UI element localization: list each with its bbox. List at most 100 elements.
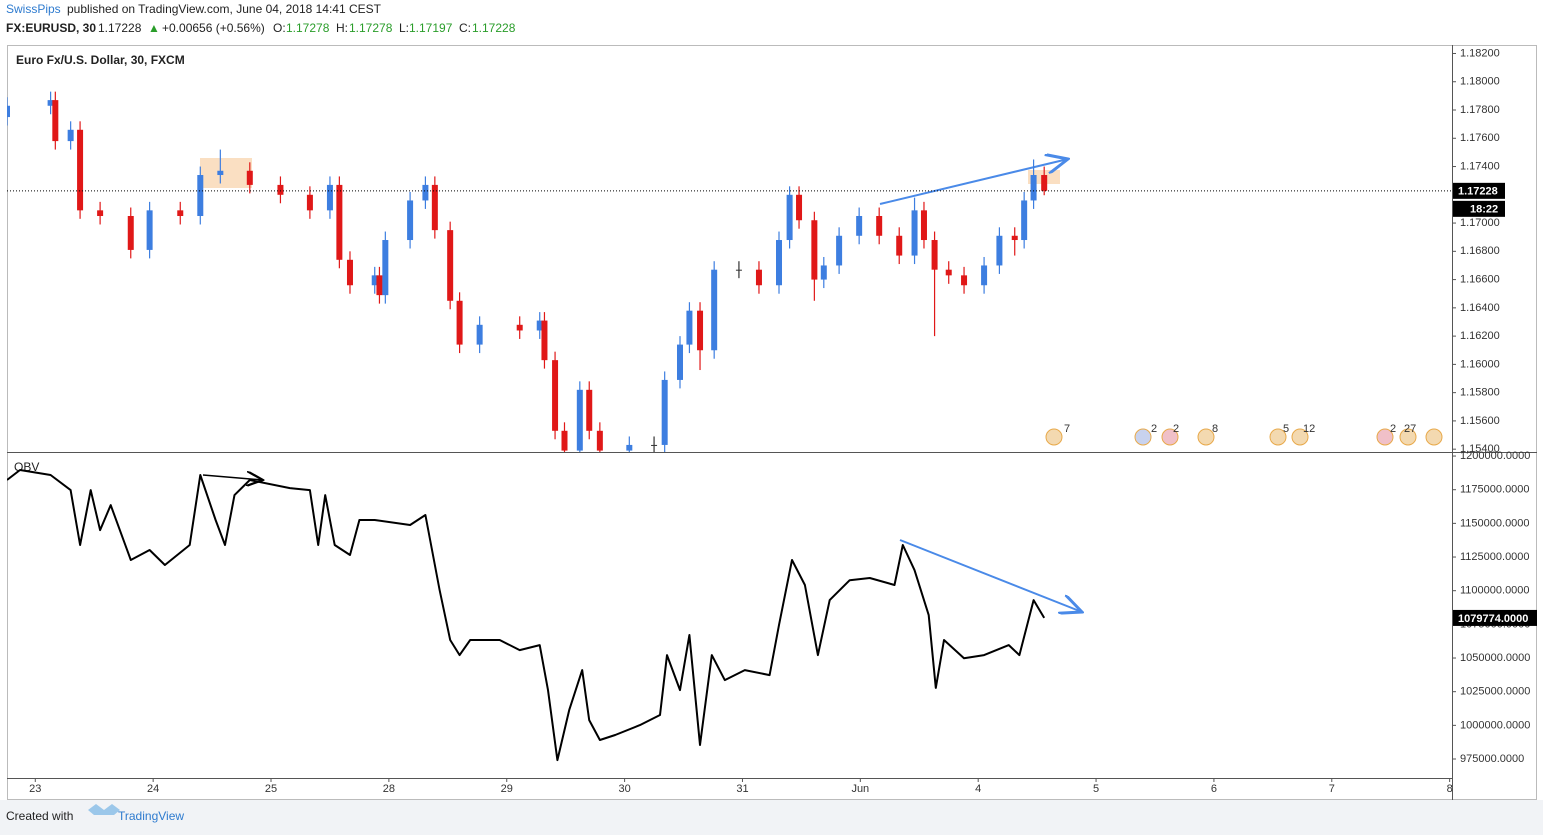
event-icon xyxy=(1134,428,1152,446)
candle-body xyxy=(246,170,253,185)
event-icon xyxy=(1161,428,1179,446)
candle-body xyxy=(735,269,742,271)
candle-body xyxy=(996,235,1003,266)
x-tick-label: 28 xyxy=(383,783,395,795)
candle-body xyxy=(67,129,74,142)
y-tick-label: 1.18200 xyxy=(1460,47,1500,59)
candle-body xyxy=(516,324,523,331)
y-tick-label: 1000000.0000 xyxy=(1460,719,1530,731)
candle-body xyxy=(676,344,683,380)
y-tick-label: 1.15400 xyxy=(1460,443,1500,455)
last-value-label: 1.17228 xyxy=(1458,186,1498,198)
x-tick-label: 6 xyxy=(1211,783,1217,795)
event-icon xyxy=(1045,428,1063,446)
candle-body xyxy=(407,200,414,241)
candle-body xyxy=(217,170,224,176)
candle-body xyxy=(306,194,313,211)
candle-body xyxy=(931,240,938,270)
candle-body xyxy=(876,215,883,236)
highlight-zone xyxy=(200,158,252,188)
candle-body xyxy=(376,275,383,296)
header-arrow: ▲ xyxy=(148,21,160,35)
event-icon xyxy=(1399,428,1417,446)
y-tick-label: 1.16200 xyxy=(1460,330,1500,342)
candle-body xyxy=(856,215,863,236)
candle-body xyxy=(686,310,693,345)
h-value: 1.17278 xyxy=(349,21,393,35)
candle-body xyxy=(651,444,658,446)
created-with: Created with xyxy=(6,809,73,823)
candle-body xyxy=(1030,175,1037,201)
candle-body xyxy=(626,444,633,451)
candle-body xyxy=(382,240,389,296)
event-icon xyxy=(1376,428,1394,446)
candle-body xyxy=(52,100,59,142)
x-tick-label: 23 xyxy=(29,783,41,795)
candle-body xyxy=(786,194,793,241)
candle-body xyxy=(476,324,483,345)
candle-body xyxy=(1041,175,1048,191)
candle-body xyxy=(447,230,454,301)
y-tick-label: 1100000.0000 xyxy=(1460,585,1530,597)
candle-body xyxy=(197,175,204,216)
candle-body xyxy=(820,265,827,280)
event-label: 2 xyxy=(1151,423,1157,435)
candle-body xyxy=(961,275,968,286)
brand[interactable]: TradingView xyxy=(118,809,184,823)
l-value: 1.17197 xyxy=(409,21,453,35)
candle-body xyxy=(561,430,568,451)
symbol: FX:EURUSD, 30 xyxy=(6,21,96,35)
event-icon xyxy=(1269,428,1287,446)
candle-body xyxy=(146,210,153,250)
event-icons: 7 2 2 8 5 12 2 27 xyxy=(1045,423,1443,446)
y-tick-label: 1.17400 xyxy=(1460,160,1500,172)
h-label: H: xyxy=(336,21,348,35)
y-tick-label: 1.17600 xyxy=(1460,132,1500,144)
published: published on TradingView.com, June 04, 2… xyxy=(67,2,382,16)
last-value-box xyxy=(1453,609,1537,626)
countdown: 18:22 xyxy=(1470,204,1498,216)
y-tick-label: 1.16400 xyxy=(1460,302,1500,314)
candle-body xyxy=(981,265,988,286)
header-price: 1.17228 xyxy=(98,21,142,35)
y-tick-label: 1125000.0000 xyxy=(1460,551,1530,563)
x-tick-label: 4 xyxy=(975,783,981,795)
candle-body xyxy=(77,129,84,211)
x-tick-label: 5 xyxy=(1093,783,1099,795)
candle-body xyxy=(920,210,927,241)
candle-body xyxy=(911,210,918,256)
candle-body xyxy=(836,235,843,266)
candle-body xyxy=(47,100,54,106)
event-label: 5 xyxy=(1283,423,1289,435)
x-tick-label: Jun xyxy=(851,783,869,795)
x-tick-label: 7 xyxy=(1329,783,1335,795)
c-label: C: xyxy=(459,21,471,35)
x-tick-label: 25 xyxy=(265,783,277,795)
y-tick-label: 1150000.0000 xyxy=(1460,517,1530,529)
candle-body xyxy=(586,389,593,431)
event-icon xyxy=(1291,428,1309,446)
y-tick-label: 975000.0000 xyxy=(1460,753,1524,765)
event-label: 8 xyxy=(1212,423,1218,435)
event-label: 12 xyxy=(1303,423,1315,435)
candle-body xyxy=(896,235,903,256)
candle-body xyxy=(346,259,353,286)
x-tick-label: 30 xyxy=(618,783,630,795)
candle-body xyxy=(1011,235,1018,241)
y-tick-label: 1.17800 xyxy=(1460,104,1500,116)
event-label: 2 xyxy=(1390,423,1396,435)
trend-arrow xyxy=(202,475,263,480)
y-tick-label: 1.18000 xyxy=(1460,76,1500,88)
y-tick-label: 1.16600 xyxy=(1460,273,1500,285)
candle-body xyxy=(755,269,762,286)
o-value: 1.17278 xyxy=(286,21,330,35)
author[interactable]: SwissPips xyxy=(6,2,61,16)
x-tick-label: 31 xyxy=(736,783,748,795)
candle-body xyxy=(1021,200,1028,241)
y-tick-label: 1025000.0000 xyxy=(1460,686,1530,698)
candle-body xyxy=(336,184,343,260)
candle-body xyxy=(177,210,184,216)
header-change: +0.00656 (+0.56%) xyxy=(162,21,265,35)
candle-body xyxy=(576,389,583,451)
